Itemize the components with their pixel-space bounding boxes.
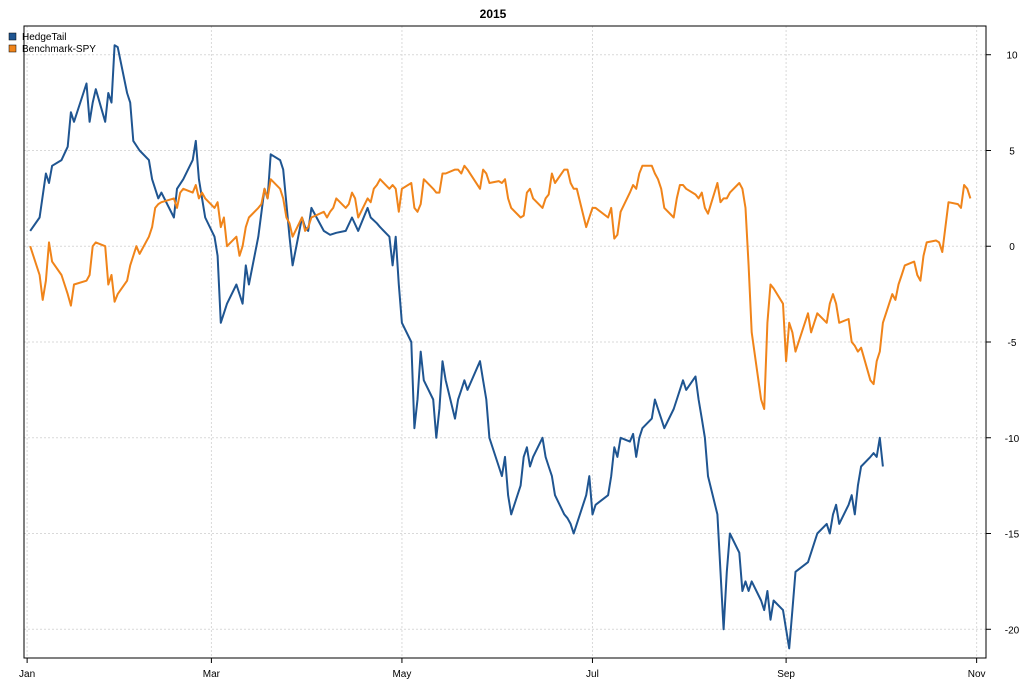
y-tick-label: -20 <box>1005 625 1020 636</box>
x-tick-label: May <box>392 669 411 680</box>
y-tick-label: -5 <box>1008 338 1017 349</box>
chart-title: 2015 <box>480 7 507 21</box>
y-tick-label: -10 <box>1005 434 1020 445</box>
x-axis: Jan Mar May Jul Sep Nov <box>19 658 986 680</box>
x-tick-label: Jul <box>586 669 599 680</box>
legend-swatch <box>8 32 17 41</box>
y-tick-label: 10 <box>1006 51 1018 62</box>
x-tick-label: Jan <box>19 669 35 680</box>
x-tick-label: Sep <box>777 669 795 680</box>
series-line-benchmark-spy <box>29 164 972 410</box>
legend-label: HedgeTail <box>22 32 66 43</box>
series-lines <box>29 44 972 650</box>
legend-swatch <box>8 44 17 53</box>
series-line-hedgetail <box>29 44 884 650</box>
legend-label: Benchmark-SPY <box>22 44 96 55</box>
y-tick-label: 5 <box>1009 146 1015 157</box>
grid <box>24 26 986 658</box>
y-tick-label: 0 <box>1009 242 1015 253</box>
y-axis: 10 5 0 -5 -10 -15 -20 <box>986 51 1020 636</box>
x-tick-label: Mar <box>203 669 221 680</box>
x-tick-label: Nov <box>968 669 986 680</box>
y-tick-label: -15 <box>1005 530 1020 541</box>
